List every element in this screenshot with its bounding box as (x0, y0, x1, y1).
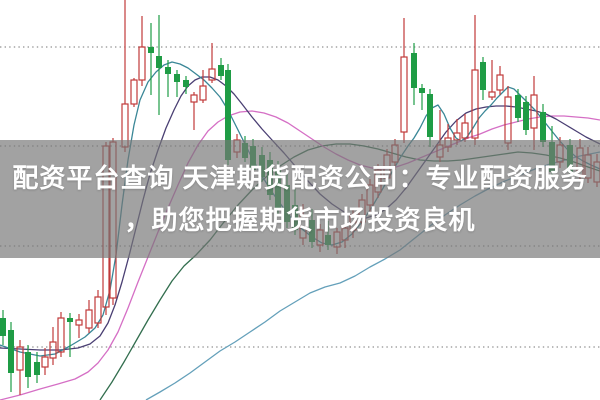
candle-down (411, 43, 417, 105)
candle-up (190, 92, 198, 130)
candle-down (25, 345, 31, 388)
candle-up (496, 66, 504, 95)
candle-up (49, 327, 57, 365)
candle-up (16, 340, 24, 395)
ma-line-pink (0, 110, 600, 400)
candle-up (94, 290, 102, 328)
candle-up (75, 314, 83, 338)
candle-down (0, 310, 6, 345)
candle-down (34, 352, 40, 383)
candle-down (165, 60, 171, 97)
candle-down (156, 15, 162, 115)
candle-down (67, 313, 73, 357)
candle-up (138, 16, 146, 86)
candle-up (208, 43, 216, 83)
candle-down (183, 76, 189, 94)
candle-down (148, 23, 154, 95)
candle-up (130, 78, 138, 107)
candle-down (515, 89, 521, 122)
banner-title-line2: ，助您把握期货市场投资良机 (124, 205, 476, 235)
candle-up (85, 300, 93, 333)
candle-down (419, 84, 425, 110)
candle-down (480, 57, 486, 100)
candle-up (57, 312, 65, 357)
candle-down (174, 70, 180, 97)
candle-down (8, 322, 14, 392)
candle-down (523, 96, 529, 135)
candle-up (41, 348, 49, 375)
candle-up (199, 70, 207, 103)
overlay-banner: 配资平台查询 天津期货配资公司：专业配资服务 ，助您把握期货市场投资良机 (0, 140, 600, 258)
candle-down (218, 58, 224, 80)
banner-title-line1: 配资平台查询 天津期货配资公司：专业配资服务 (12, 163, 588, 193)
candle-up (488, 60, 496, 100)
